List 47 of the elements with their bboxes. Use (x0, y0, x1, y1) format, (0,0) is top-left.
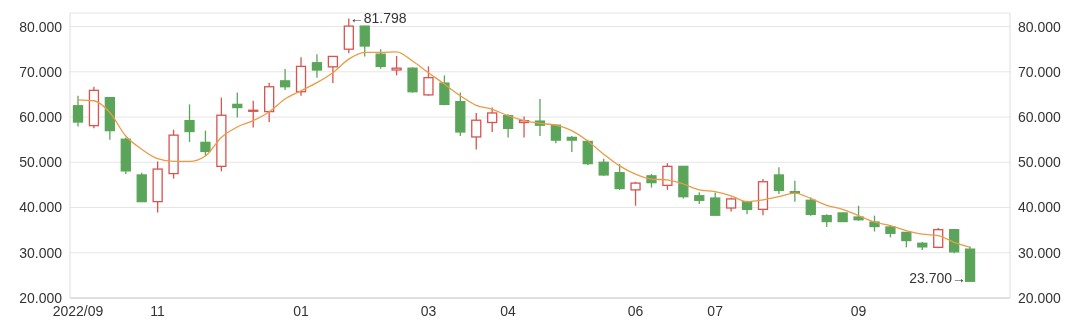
y2-tick-label: 80.000 (1018, 18, 1062, 35)
y2-tick-label: 40.000 (1018, 199, 1062, 216)
annotation: 23.700→ (909, 270, 967, 287)
candlestick (662, 162, 673, 191)
candlestick (327, 55, 339, 84)
candlestick (72, 95, 84, 128)
candlestick (311, 53, 323, 79)
candlestick (343, 17, 354, 54)
y-tick-label: 30.000 (19, 244, 63, 261)
candlestick (375, 48, 386, 70)
candlestick (805, 196, 816, 217)
candlestick (582, 139, 593, 166)
y-tick-label: 70.000 (19, 63, 63, 80)
x-tick-label: 01 (293, 302, 309, 319)
candlestick (423, 65, 434, 97)
candlestick (248, 100, 259, 129)
candlestick (614, 163, 625, 191)
x-tick-label: 11 (150, 302, 166, 319)
x-tick-label: 07 (707, 302, 724, 319)
candlestick (184, 103, 195, 143)
candlestick (550, 123, 562, 144)
candlestick (232, 91, 243, 119)
candlestick (502, 113, 514, 139)
y2-tick-label: 20.000 (1018, 289, 1062, 306)
candlestick (391, 55, 402, 77)
candlestick (279, 68, 291, 91)
candlestick (407, 66, 418, 94)
x-tick-label: 04 (500, 302, 517, 319)
candlestick (471, 112, 482, 151)
x-tick-label: 06 (627, 302, 644, 319)
x-tick-label: 09 (850, 302, 867, 319)
candlestick (487, 106, 498, 133)
candlestick (710, 191, 721, 216)
candlestick (773, 166, 785, 195)
y-tick-label: 50.000 (19, 154, 63, 171)
y-tick-label: 40.000 (19, 199, 63, 216)
x-tick-label: 03 (420, 302, 437, 319)
y2-tick-label: 30.000 (1018, 244, 1062, 261)
y2-tick-label: 70.000 (1018, 63, 1062, 80)
y-tick-label: 80.000 (19, 18, 63, 35)
y2-tick-label: 60.000 (1018, 109, 1062, 126)
candlestick (359, 25, 370, 58)
annotation: ←81.798 (349, 10, 407, 27)
y-tick-label: 60.000 (19, 109, 63, 126)
line-series (77, 51, 971, 248)
y2-tick-label: 50.000 (1018, 154, 1062, 171)
candlestick (200, 129, 211, 157)
